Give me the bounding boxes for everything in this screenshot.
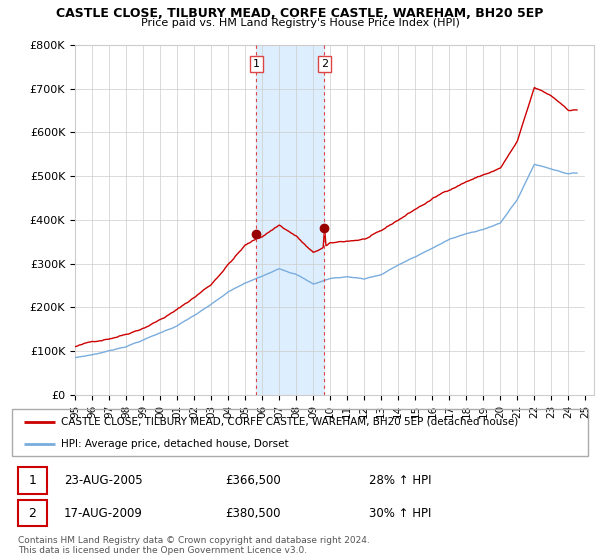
Bar (256, 45, 324, 395)
Text: 17-AUG-2009: 17-AUG-2009 (64, 507, 143, 520)
Bar (18, 467, 47, 493)
Text: CASTLE CLOSE, TILBURY MEAD, CORFE CASTLE, WAREHAM, BH20 5EP (detached house): CASTLE CLOSE, TILBURY MEAD, CORFE CASTLE… (61, 417, 518, 427)
Text: Contains HM Land Registry data © Crown copyright and database right 2024.
This d: Contains HM Land Registry data © Crown c… (18, 536, 370, 556)
Text: 1: 1 (28, 474, 36, 487)
Bar (586, 45, 594, 395)
Text: £366,500: £366,500 (225, 474, 281, 487)
Text: 23-AUG-2005: 23-AUG-2005 (64, 474, 142, 487)
Text: Price paid vs. HM Land Registry's House Price Index (HPI): Price paid vs. HM Land Registry's House … (140, 18, 460, 28)
Text: 2: 2 (321, 59, 328, 69)
Text: HPI: Average price, detached house, Dorset: HPI: Average price, detached house, Dors… (61, 438, 289, 449)
Bar (18, 500, 47, 526)
Text: 28% ↑ HPI: 28% ↑ HPI (369, 474, 431, 487)
Text: 30% ↑ HPI: 30% ↑ HPI (369, 507, 431, 520)
Text: 1: 1 (253, 59, 260, 69)
Text: £380,500: £380,500 (225, 507, 281, 520)
Text: CASTLE CLOSE, TILBURY MEAD, CORFE CASTLE, WAREHAM, BH20 5EP: CASTLE CLOSE, TILBURY MEAD, CORFE CASTLE… (56, 7, 544, 20)
Text: 2: 2 (28, 507, 36, 520)
